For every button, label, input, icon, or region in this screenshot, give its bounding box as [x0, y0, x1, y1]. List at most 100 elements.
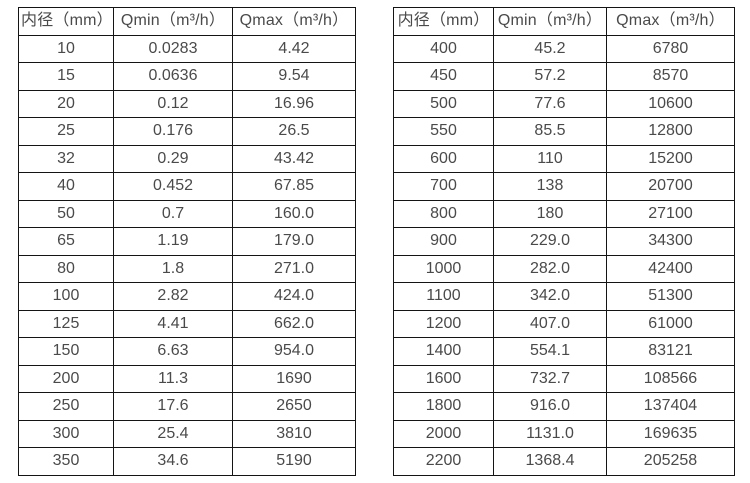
table-row: 500 77.6 10600 [393, 89, 735, 118]
table-row: 40 0.452 67.85 [18, 172, 356, 201]
table-row: 800 180 27100 [393, 199, 735, 228]
table-cell: 8570 [606, 62, 735, 91]
table-cell: 110 [493, 144, 607, 173]
table-cell: 179.0 [232, 227, 356, 256]
table-cell: 550 [393, 117, 494, 146]
table-cell: 954.0 [232, 337, 356, 366]
table-cell: 4.42 [232, 34, 356, 63]
table-cell: 1.8 [113, 254, 233, 283]
table-row: 15 0.0636 9.54 [18, 62, 356, 91]
table-row: 1600 732.7 108566 [393, 364, 735, 393]
table-cell: 1690 [232, 364, 356, 393]
table-row: 900 229.0 34300 [393, 227, 735, 256]
header-row: 内径（mm） Qmin（m³/h） Qmax（m³/h） [393, 7, 735, 36]
table-cell: 400 [393, 34, 494, 63]
table-cell: 32 [18, 144, 114, 173]
table-cell: 9.54 [232, 62, 356, 91]
table-cell: 57.2 [493, 62, 607, 91]
table-cell: 169635 [606, 419, 735, 448]
table-cell: 250 [18, 392, 114, 421]
column-header-2: Qmax（m³/h） [606, 7, 735, 36]
table-cell: 5190 [232, 447, 356, 476]
table-cell: 160.0 [232, 199, 356, 228]
table-cell: 6.63 [113, 337, 233, 366]
table-row: 1100 342.0 51300 [393, 282, 735, 311]
table-cell: 1800 [393, 392, 494, 421]
table-cell: 138 [493, 172, 607, 201]
table-cell: 700 [393, 172, 494, 201]
table-cell: 407.0 [493, 309, 607, 338]
column-header-2: Qmax（m³/h） [232, 7, 356, 36]
table-cell: 34.6 [113, 447, 233, 476]
table-cell: 600 [393, 144, 494, 173]
table-row: 700 138 20700 [393, 172, 735, 201]
table-cell: 77.6 [493, 89, 607, 118]
table-cell: 10600 [606, 89, 735, 118]
table-cell: 554.1 [493, 337, 607, 366]
table-cell: 150 [18, 337, 114, 366]
table-row: 10 0.0283 4.42 [18, 34, 356, 63]
table-cell: 662.0 [232, 309, 356, 338]
table-row: 2000 1131.0 169635 [393, 419, 735, 448]
table-cell: 16.96 [232, 89, 356, 118]
table-row: 1400 554.1 83121 [393, 337, 735, 366]
table-cell: 50 [18, 199, 114, 228]
table-cell: 200 [18, 364, 114, 393]
table-cell: 51300 [606, 282, 735, 311]
table-cell: 20700 [606, 172, 735, 201]
table-cell: 85.5 [493, 117, 607, 146]
table-row: 1200 407.0 61000 [393, 309, 735, 338]
table-cell: 11.3 [113, 364, 233, 393]
table-row: 1000 282.0 42400 [393, 254, 735, 283]
table-cell: 1100 [393, 282, 494, 311]
table-cell: 1131.0 [493, 419, 607, 448]
table-row: 2200 1368.4 205258 [393, 447, 735, 476]
table-row: 600 110 15200 [393, 144, 735, 173]
table-cell: 108566 [606, 364, 735, 393]
table-cell: 424.0 [232, 282, 356, 311]
table-cell: 916.0 [493, 392, 607, 421]
table-cell: 2200 [393, 447, 494, 476]
table-cell: 900 [393, 227, 494, 256]
table-cell: 732.7 [493, 364, 607, 393]
table-cell: 26.5 [232, 117, 356, 146]
table-cell: 0.7 [113, 199, 233, 228]
table-cell: 800 [393, 199, 494, 228]
table-cell: 0.0636 [113, 62, 233, 91]
flow-table-small-diameters: 内径（mm） Qmin（m³/h） Qmax（m³/h） 10 0.0283 4.42 1… [18, 7, 356, 476]
table-cell: 15 [18, 62, 114, 91]
table-cell: 6780 [606, 34, 735, 63]
table-cell: 1600 [393, 364, 494, 393]
table-cell: 100 [18, 282, 114, 311]
table-cell: 500 [393, 89, 494, 118]
table-cell: 300 [18, 419, 114, 448]
table-cell: 80 [18, 254, 114, 283]
table-row: 300 25.4 3810 [18, 419, 356, 448]
table-row: 80 1.8 271.0 [18, 254, 356, 283]
table-row: 65 1.19 179.0 [18, 227, 356, 256]
table-cell: 2650 [232, 392, 356, 421]
table-cell: 25.4 [113, 419, 233, 448]
table-row: 50 0.7 160.0 [18, 199, 356, 228]
table-cell: 67.85 [232, 172, 356, 201]
table-cell: 0.176 [113, 117, 233, 146]
table-row: 450 57.2 8570 [393, 62, 735, 91]
table-cell: 17.6 [113, 392, 233, 421]
table-cell: 3810 [232, 419, 356, 448]
table-cell: 40 [18, 172, 114, 201]
table-cell: 0.452 [113, 172, 233, 201]
table-cell: 42400 [606, 254, 735, 283]
table-cell: 65 [18, 227, 114, 256]
table-cell: 12800 [606, 117, 735, 146]
flow-table-large-diameters: 内径（mm） Qmin（m³/h） Qmax（m³/h） 400 45.2 6780 45… [393, 7, 735, 476]
table-cell: 125 [18, 309, 114, 338]
table-row: 550 85.5 12800 [393, 117, 735, 146]
table-cell: 205258 [606, 447, 735, 476]
table-cell: 15200 [606, 144, 735, 173]
table-cell: 282.0 [493, 254, 607, 283]
table-cell: 1400 [393, 337, 494, 366]
table-row: 20 0.12 16.96 [18, 89, 356, 118]
table-cell: 137404 [606, 392, 735, 421]
table-row: 150 6.63 954.0 [18, 337, 356, 366]
